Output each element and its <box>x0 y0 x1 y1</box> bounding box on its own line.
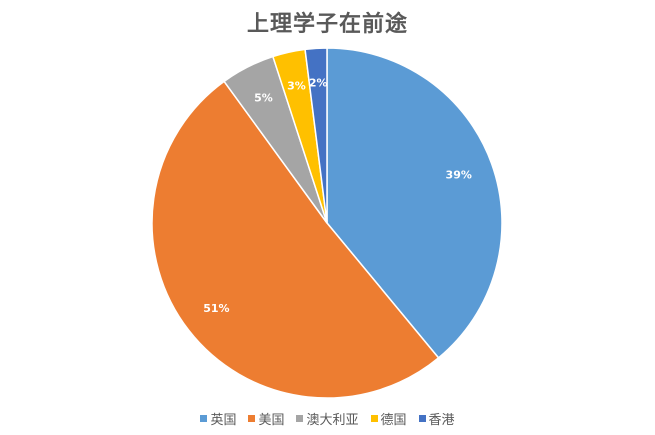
legend-item-hongkong: 香港 <box>418 409 455 428</box>
data-label-germany: 3% <box>287 79 306 92</box>
pie-slice-uk <box>326 47 503 359</box>
data-label-uk: 39% <box>446 169 472 182</box>
data-label-us: 51% <box>203 302 229 315</box>
legend-swatch-us <box>248 415 256 422</box>
legend-item-uk: 英国 <box>200 409 236 428</box>
legend-swatch-hongkong <box>418 415 426 422</box>
legend-label-hongkong: 香港 <box>428 413 455 428</box>
chart-legend: 英国 美国 澳大利亚 德国 香港 <box>0 409 655 428</box>
legend-label-germany: 德国 <box>380 413 407 428</box>
legend-label-uk: 英国 <box>210 413 237 428</box>
chart-title: 上理学子在前途 <box>246 12 408 37</box>
legend-swatch-germany <box>370 415 378 422</box>
legend-swatch-uk <box>200 415 208 422</box>
legend-label-australia: 澳大利亚 <box>306 413 359 428</box>
pie-slice-us <box>151 80 440 399</box>
legend-item-australia: 澳大利亚 <box>296 409 359 428</box>
data-label-hongkong: 2% <box>309 76 328 89</box>
legend-item-germany: 德国 <box>370 409 407 428</box>
legend-item-us: 美国 <box>248 409 284 428</box>
data-label-australia: 5% <box>254 91 273 104</box>
legend-label-us: 美国 <box>258 413 285 428</box>
pie-slice-hongkong <box>304 47 328 224</box>
legend-swatch-australia <box>296 415 304 422</box>
